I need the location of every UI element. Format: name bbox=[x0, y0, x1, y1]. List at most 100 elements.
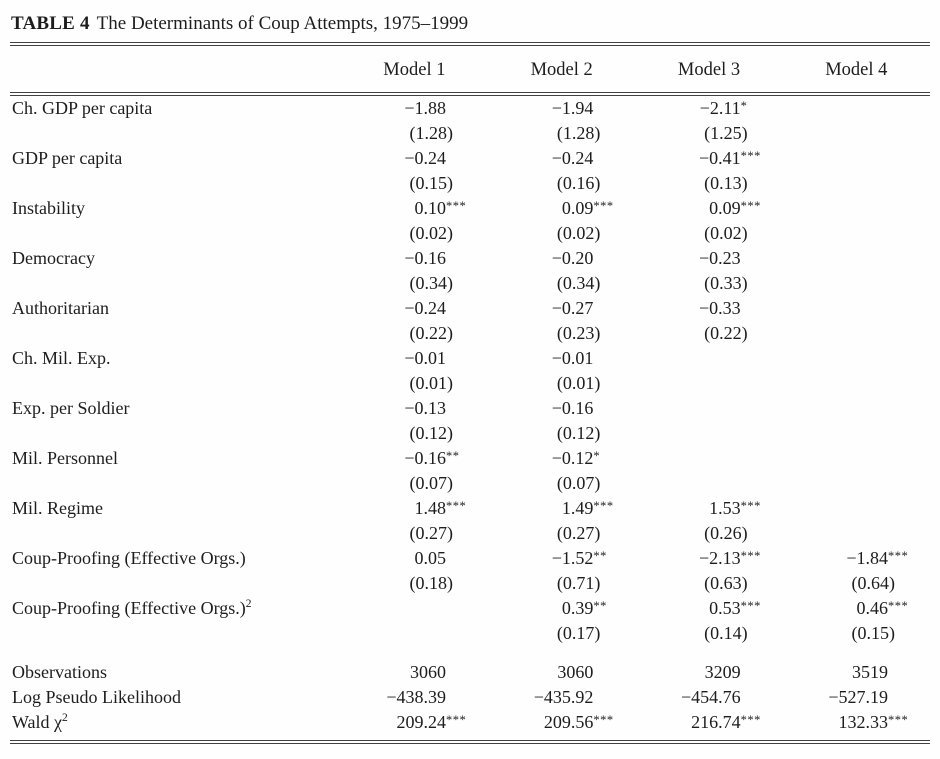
standard-error bbox=[635, 421, 782, 446]
standard-error bbox=[783, 521, 930, 546]
summary-cell: 3060 bbox=[341, 646, 488, 685]
coefficient-line bbox=[783, 196, 930, 221]
coefficient-cell: −0.16 (0.34) bbox=[341, 246, 488, 296]
row-label-text: GDP per capita bbox=[12, 148, 123, 168]
coefficient-line: −0.33 bbox=[635, 296, 782, 321]
coefficient-value: −0.12 bbox=[551, 448, 594, 468]
coefficient-line: 0.10*** bbox=[341, 196, 488, 221]
standard-error: (0.71) bbox=[556, 573, 601, 593]
coefficient-line: 1.49*** bbox=[488, 496, 635, 521]
coefficient-value: −0.41 bbox=[699, 148, 741, 168]
table-row: Ch. GDP per capita −1.88 (1.28) −1.94 (1.28)… bbox=[10, 94, 930, 146]
significance-stars: *** bbox=[740, 498, 761, 513]
coefficient-value: −0.01 bbox=[404, 348, 447, 368]
standard-error bbox=[635, 471, 782, 496]
significance-stars: *** bbox=[446, 198, 467, 213]
table-row: Ch. Mil. Exp. −0.01 (0.01) −0.01 (0.01) bbox=[10, 346, 930, 396]
table-row: Instability 0.10*** (0.02) 0.09*** (0.02) 0.0… bbox=[10, 196, 930, 246]
coefficient-cell: −0.24 (0.15) bbox=[341, 146, 488, 196]
significance-stars: *** bbox=[888, 548, 909, 563]
row-label: Mil. Regime bbox=[10, 496, 341, 546]
standard-error bbox=[783, 271, 930, 296]
standard-error: (0.27) bbox=[409, 523, 454, 543]
coefficient-value: 0.10 bbox=[414, 198, 447, 218]
standard-error: (0.15) bbox=[851, 623, 896, 643]
summary-value-line: 3209 bbox=[635, 660, 782, 685]
coefficient-cell bbox=[783, 196, 930, 246]
row-label: Authoritarian bbox=[10, 296, 341, 346]
summary-cell: −527.19 bbox=[783, 685, 930, 710]
row-label-superscript: 2 bbox=[245, 598, 252, 610]
summary-cell: 3519 bbox=[783, 646, 930, 685]
coefficient-cell: −0.33 (0.22) bbox=[635, 296, 782, 346]
summary-cell: 3209 bbox=[635, 646, 782, 685]
standard-error: (0.12) bbox=[556, 423, 601, 443]
summary-value-line: −527.19 bbox=[783, 685, 930, 710]
coefficient-value: −0.16 bbox=[404, 448, 447, 468]
coefficient-line bbox=[783, 446, 930, 471]
summary-cell: 216.74*** bbox=[635, 710, 782, 735]
standard-error: (0.64) bbox=[851, 573, 896, 593]
standard-error: (0.22) bbox=[704, 323, 748, 343]
coefficient-cell: 0.05 (0.18) bbox=[341, 546, 488, 596]
coefficient-cell: 0.39** (0.17) bbox=[488, 596, 635, 646]
summary-value: −454.76 bbox=[681, 687, 741, 707]
coefficient-line bbox=[635, 346, 782, 371]
coefficient-value: −0.23 bbox=[699, 248, 741, 268]
row-label-text: Instability bbox=[12, 198, 85, 218]
coefficient-line: −0.12* bbox=[488, 446, 635, 471]
coefficient-value: 1.49 bbox=[561, 498, 594, 518]
summary-cell: 209.56*** bbox=[488, 710, 635, 735]
coefficient-cell: −1.52** (0.71) bbox=[488, 546, 635, 596]
standard-error bbox=[783, 221, 930, 246]
coefficient-cell: −0.27 (0.23) bbox=[488, 296, 635, 346]
summary-row: Wald χ2 209.24*** 209.56*** 216.74*** 132.33… bbox=[10, 710, 930, 735]
coefficient-line bbox=[341, 596, 488, 621]
significance-stars: *** bbox=[740, 548, 761, 563]
table-number: TABLE 4 bbox=[11, 13, 90, 34]
summary-cell: −454.76 bbox=[635, 685, 782, 710]
row-label: Exp. per Soldier bbox=[10, 396, 341, 446]
coefficient-line: 0.39** bbox=[488, 596, 635, 621]
coefficient-line: −0.23 bbox=[635, 246, 782, 271]
coefficient-cell: −0.01 (0.01) bbox=[488, 346, 635, 396]
summary-value-line: −454.76 bbox=[635, 685, 782, 710]
significance-stars: * bbox=[740, 98, 748, 113]
significance-stars: *** bbox=[740, 148, 761, 163]
coefficient-line: 0.09*** bbox=[635, 196, 782, 221]
row-label-text: Mil. Personnel bbox=[12, 448, 118, 468]
coefficient-line: 0.09*** bbox=[488, 196, 635, 221]
summary-value-line: 209.56*** bbox=[488, 710, 635, 735]
top-rule bbox=[10, 42, 930, 46]
standard-error: (0.22) bbox=[409, 323, 454, 343]
row-label-text: Coup-Proofing (Effective Orgs.) bbox=[12, 598, 246, 618]
coefficient-line: −1.84*** bbox=[783, 546, 930, 571]
coefficient-line: −1.88 bbox=[341, 96, 488, 121]
table-row: Mil. Personnel −0.16** (0.07) −0.12* (0.07) bbox=[10, 446, 930, 496]
coefficient-value: 0.09 bbox=[561, 198, 594, 218]
coefficient-value: 0.39 bbox=[561, 598, 594, 618]
coefficient-value: 0.53 bbox=[709, 598, 741, 618]
coefficient-line bbox=[783, 296, 930, 321]
header-spacer bbox=[10, 46, 341, 96]
coefficient-cell bbox=[783, 396, 930, 446]
coefficient-value: −1.84 bbox=[846, 548, 888, 568]
summary-value: −527.19 bbox=[828, 687, 888, 707]
summary-value-line: 3060 bbox=[488, 660, 635, 685]
coefficient-line bbox=[783, 96, 930, 121]
summary-value: 209.56 bbox=[543, 712, 594, 732]
column-header-model-3: Model 3 bbox=[635, 46, 783, 96]
coefficient-line bbox=[783, 496, 930, 521]
row-label-text: Log Pseudo Likelihood bbox=[12, 687, 181, 707]
significance-stars: *** bbox=[740, 198, 761, 213]
standard-error: (0.34) bbox=[556, 273, 601, 293]
significance-stars: *** bbox=[740, 712, 761, 727]
coefficient-line: −0.13 bbox=[341, 396, 488, 421]
summary-value-line: 209.24*** bbox=[341, 710, 488, 735]
table-row: Coup-Proofing (Effective Orgs.)2 0.39** (0… bbox=[10, 596, 930, 646]
summary-value: 209.24 bbox=[396, 712, 447, 732]
coefficient-cell bbox=[635, 396, 782, 446]
standard-error: (0.13) bbox=[704, 173, 748, 193]
standard-error: (1.28) bbox=[556, 123, 601, 143]
row-label-text: Mil. Regime bbox=[12, 498, 103, 518]
